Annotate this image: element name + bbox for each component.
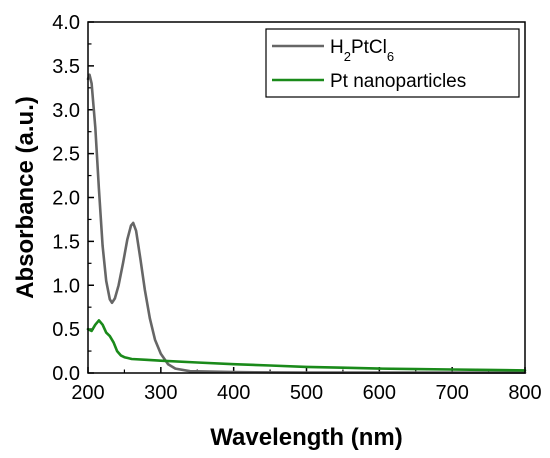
x-tick-label: 700 — [435, 382, 468, 404]
legend-label: H2PtCl6 — [330, 37, 394, 64]
x-tick-label: 800 — [508, 382, 541, 404]
y-tick-label: 2.0 — [52, 188, 80, 210]
y-axis-title: Absorbance (a.u.) — [12, 96, 39, 299]
x-tick-label: 600 — [363, 382, 396, 404]
legend: H2PtCl6 Pt nanoparticles — [265, 28, 520, 98]
legend-label: Pt nanoparticles — [330, 71, 466, 92]
x-axis-title: Wavelength (nm) — [210, 424, 402, 451]
y-tick-label: 3.5 — [52, 56, 80, 78]
y-tick-label: 2.5 — [52, 144, 80, 166]
x-tick-label: 400 — [217, 382, 250, 404]
y-tick-label: 0.0 — [52, 363, 80, 385]
y-tick-label: 0.5 — [52, 319, 80, 341]
y-tick-label: 1.0 — [52, 275, 80, 297]
x-tick-label: 500 — [290, 382, 323, 404]
y-tick-label: 4.0 — [52, 12, 80, 34]
x-tick-label: 200 — [71, 382, 104, 404]
y-tick-label: 1.5 — [52, 231, 80, 253]
y-tick-label: 3.0 — [52, 100, 80, 122]
x-tick-label: 300 — [144, 382, 177, 404]
ticks: 200 300 400 500 600 700 800 0.0 0.5 1.0 1.5 2.0 2.5 3… — [52, 12, 542, 404]
plot-frame — [87, 21, 526, 374]
series-line-1 — [86, 73, 527, 374]
series — [86, 73, 527, 374]
series-line-2 — [86, 319, 527, 372]
legend-box — [265, 28, 520, 98]
